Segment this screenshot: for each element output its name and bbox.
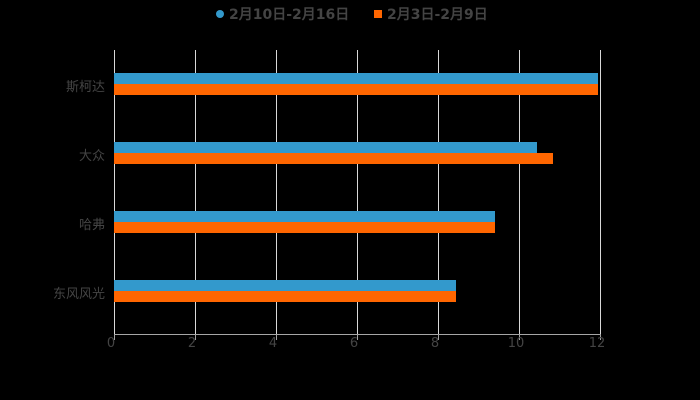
x-tick-label: 0	[106, 336, 116, 351]
bar[interactable]	[114, 153, 554, 164]
legend-circle-icon	[216, 10, 224, 18]
x-tick-label: 6	[349, 336, 359, 351]
x-axis-line	[114, 334, 601, 335]
axis-tick	[276, 334, 277, 340]
axis-tick	[114, 334, 115, 340]
x-tick-label: 2	[187, 336, 197, 351]
bar[interactable]	[114, 280, 457, 291]
category-label: 东风风光	[52, 287, 105, 302]
category-label: 哈弗	[78, 218, 105, 233]
category-label: 大众	[78, 149, 105, 164]
axis-tick	[438, 334, 439, 340]
legend-item-week2[interactable]: 2月3日-2月9日	[374, 4, 488, 24]
bar[interactable]	[114, 291, 457, 302]
bar[interactable]	[114, 142, 538, 153]
chart-legend: 2月10日-2月16日 2月3日-2月9日	[0, 4, 700, 24]
axis-tick	[519, 334, 520, 340]
gridline	[195, 50, 196, 335]
axis-tick	[600, 334, 601, 340]
category-label: 斯柯达	[65, 80, 105, 95]
x-tick-label: 8	[430, 336, 440, 351]
legend-label: 2月3日-2月9日	[387, 7, 488, 23]
legend-item-week1[interactable]: 2月10日-2月16日	[216, 4, 349, 24]
legend-label: 2月10日-2月16日	[229, 7, 350, 23]
axis-tick	[357, 334, 358, 340]
axis-tick	[195, 334, 196, 340]
bar[interactable]	[114, 211, 495, 222]
gridline	[438, 50, 439, 335]
x-tick-label: 12	[588, 336, 606, 351]
gridline	[357, 50, 358, 335]
x-tick-label: 10	[507, 336, 525, 351]
bar[interactable]	[114, 222, 495, 233]
gridline	[114, 50, 115, 335]
gridline	[519, 50, 520, 335]
bar[interactable]	[114, 84, 598, 95]
gridline	[276, 50, 277, 335]
gridline	[600, 50, 601, 335]
bar[interactable]	[114, 73, 598, 84]
legend-square-icon	[374, 10, 382, 18]
x-tick-label: 4	[268, 336, 278, 351]
